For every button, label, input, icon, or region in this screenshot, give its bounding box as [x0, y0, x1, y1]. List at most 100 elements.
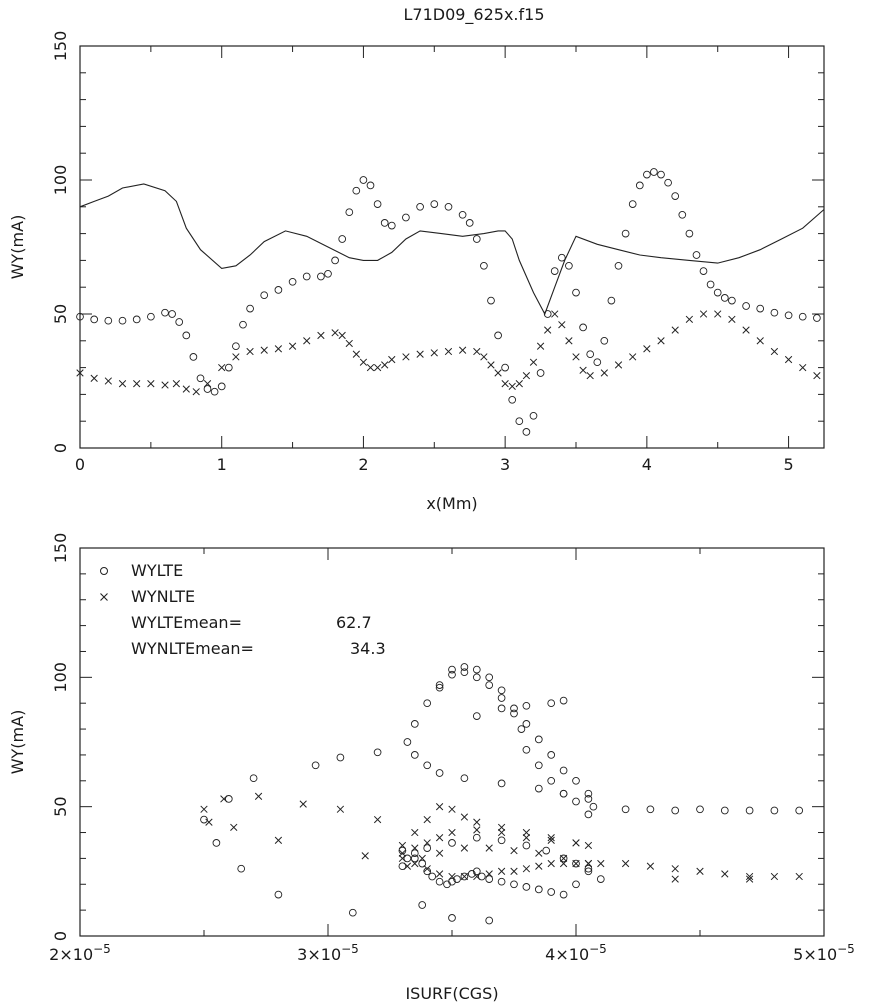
bottom-circle-point — [423, 844, 432, 852]
bottom-circle-point — [398, 846, 407, 855]
legend-label-wynlte: WYNLTE — [131, 587, 195, 606]
top-x-point — [203, 380, 212, 388]
top-x-point — [480, 353, 488, 361]
bottom-x-point — [671, 875, 679, 883]
bottom-x-point — [547, 859, 555, 868]
top-circle-point — [543, 310, 552, 318]
bottom-circle-point — [745, 806, 754, 815]
top-x-point — [579, 366, 587, 374]
bottom-circle-point — [542, 846, 551, 855]
bottom-circle-point — [584, 867, 593, 876]
bottom-circle-point — [559, 766, 568, 775]
bottom-x-point — [745, 872, 754, 881]
bottom-circle-point — [472, 833, 481, 842]
bottom-circle-point — [696, 805, 704, 814]
bottom-circle-point — [584, 864, 593, 873]
bottom-circle-point — [547, 699, 556, 708]
top-x-point — [345, 339, 353, 348]
bottom-circle-point — [572, 776, 580, 785]
top-x-point — [260, 346, 268, 354]
top-x-point — [558, 321, 566, 329]
top-x-point — [728, 315, 736, 324]
top-circle-point — [246, 304, 254, 313]
top-x-point — [76, 369, 84, 377]
bottom-x-tick-label: 2×10−5 — [49, 942, 111, 964]
bottom-plot-y-axis-label: WY(mA) — [8, 710, 27, 775]
top-circle-point — [657, 170, 665, 179]
top-x-point — [714, 310, 722, 318]
bottom-x-point — [584, 841, 593, 850]
bottom-circle-point — [435, 683, 444, 692]
bottom-x-point — [547, 836, 555, 844]
bottom-circle-point — [403, 738, 412, 746]
bottom-circle-point — [249, 774, 258, 783]
top-series-line — [79, 183, 825, 316]
bottom-x-point — [274, 836, 283, 844]
bottom-circle-point — [534, 761, 543, 770]
top-circle-point — [274, 286, 283, 294]
bottom-x-tick-label: 5×10−5 — [793, 942, 855, 964]
bottom-circle-point — [410, 849, 419, 858]
bottom-circle-point — [534, 885, 543, 894]
top-circle-point — [182, 331, 191, 340]
bottom-x-point — [584, 859, 593, 868]
bottom-x-point — [220, 795, 228, 803]
bottom-x-point — [418, 854, 426, 863]
bottom-circle-point — [398, 862, 407, 871]
top-x-tick-label: 1 — [217, 455, 227, 474]
bottom-circle-point — [522, 883, 531, 891]
bottom-circle-point — [472, 712, 481, 720]
top-x-point — [338, 331, 346, 340]
bottom-x-point — [646, 862, 655, 870]
top-x-point — [288, 342, 297, 350]
bottom-circle-point — [497, 704, 506, 713]
bottom-circle-point — [448, 914, 456, 922]
bottom-circle-point — [510, 880, 518, 889]
top-x-point — [600, 369, 608, 377]
top-circle-point — [345, 208, 354, 217]
bottom-circle-point — [547, 751, 556, 759]
top-y-tick-label: 150 — [51, 31, 70, 62]
bottom-x-point — [510, 846, 518, 855]
top-x-point — [232, 353, 240, 361]
top-circle-point — [664, 178, 672, 187]
top-circle-point — [756, 304, 765, 313]
top-circle-point — [132, 315, 141, 324]
top-x-point — [458, 346, 467, 354]
bottom-circle-point — [410, 751, 419, 759]
top-circle-point — [147, 312, 155, 321]
bottom-circle-point — [428, 872, 437, 881]
bottom-plot-frame — [79, 547, 825, 937]
bottom-y-tick-label: 0 — [51, 931, 70, 941]
bottom-circle-point — [423, 867, 432, 876]
top-x-point — [508, 382, 516, 391]
bottom-circle-point — [311, 761, 320, 770]
top-x-point — [565, 337, 573, 345]
top-x-point — [388, 355, 396, 364]
bottom-circle-point — [460, 663, 469, 671]
top-circle-point — [338, 235, 347, 243]
bottom-circle-point — [418, 901, 427, 909]
top-circle-point — [288, 277, 297, 286]
top-circle-point — [678, 210, 687, 219]
top-circle-point — [614, 261, 623, 270]
top-x-point — [373, 363, 382, 372]
top-x-point — [133, 380, 141, 388]
bottom-x-point — [230, 823, 238, 832]
top-x-point — [784, 355, 793, 364]
top-x-point — [192, 388, 200, 396]
bottom-circle-point — [237, 864, 246, 873]
top-circle-point — [76, 312, 84, 321]
top-x-point — [90, 374, 98, 382]
bottom-circle-point — [373, 748, 382, 757]
bottom-circle-point — [589, 802, 598, 811]
wynlte-mean-label: WYNLTEmean= — [131, 639, 254, 658]
bottom-circle-point — [460, 668, 469, 677]
bottom-x-point — [696, 867, 704, 875]
top-x-point — [770, 347, 779, 356]
top-circle-point — [607, 296, 616, 305]
bottom-circle-point — [584, 810, 593, 819]
top-circle-point — [593, 358, 602, 367]
top-x-point — [359, 358, 368, 366]
